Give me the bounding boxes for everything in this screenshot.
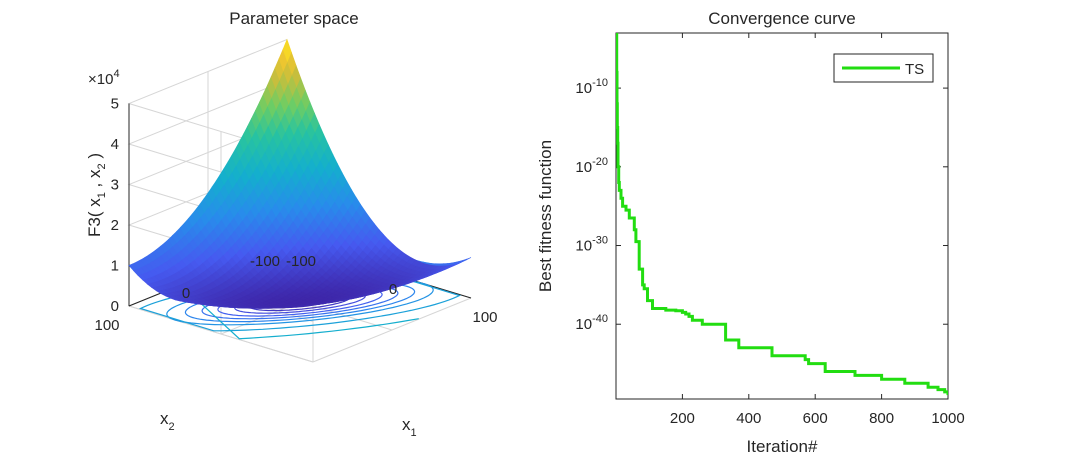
x1-tick-label: -100	[286, 253, 316, 270]
z-tick-label: 2	[111, 217, 119, 234]
surface-ticks: 0 1 2 3 4 5 -100 0 100 -100 0 100	[94, 96, 497, 335]
y-tick-label: 10-10	[575, 77, 608, 97]
x-tick-label: 200	[670, 410, 695, 427]
x-tick-label: 400	[736, 410, 761, 427]
series-ts-line	[616, 33, 948, 396]
surface-mesh	[128, 38, 472, 309]
x-tick-label: 1000	[931, 410, 964, 427]
x2-tick-label: 100	[94, 317, 119, 334]
convergence-axes-box	[615, 32, 949, 400]
x1-tick-label: 100	[472, 309, 497, 326]
convergence-y-label: Best fitness function	[536, 140, 555, 292]
z-axis-label: F3( x1 , x2 )	[85, 153, 108, 237]
z-tick-label: 4	[111, 136, 119, 153]
surface-plot: Parameter space 0 1 2 3 4 5 -100 0 100 -100 0 100 ×…	[85, 9, 498, 439]
z-tick-label: 5	[111, 96, 119, 113]
x-tick-label: 800	[869, 410, 894, 427]
y-tick-label: 10-30	[575, 235, 608, 255]
z-tick-label: 1	[111, 258, 119, 275]
z-tick-label: 0	[111, 298, 119, 315]
y-tick-label: 10-40	[575, 313, 608, 333]
x1-axis-label: x1	[402, 415, 417, 439]
surface-title: Parameter space	[229, 9, 358, 28]
x1-tick-label: 0	[389, 281, 397, 298]
convergence-title: Convergence curve	[708, 9, 855, 28]
x2-axis-label: x2	[160, 409, 175, 433]
legend: TS	[833, 53, 934, 83]
y-tick-label: 10-20	[575, 156, 608, 176]
x-tick-label: 600	[803, 410, 828, 427]
convergence-plot: Convergence curve 200 400 600 800 1000 10-10 1…	[536, 9, 965, 456]
z-exponent: ×104	[88, 68, 120, 88]
x2-tick-label: -100	[250, 253, 280, 270]
convergence-ticks: 200 400 600 800 1000 10-10 10-20 10-30 10-40	[575, 33, 965, 427]
z-tick-label: 3	[111, 177, 119, 194]
legend-label-ts: TS	[905, 61, 924, 78]
convergence-x-label: Iteration#	[747, 437, 818, 456]
x2-tick-label: 0	[182, 285, 190, 302]
